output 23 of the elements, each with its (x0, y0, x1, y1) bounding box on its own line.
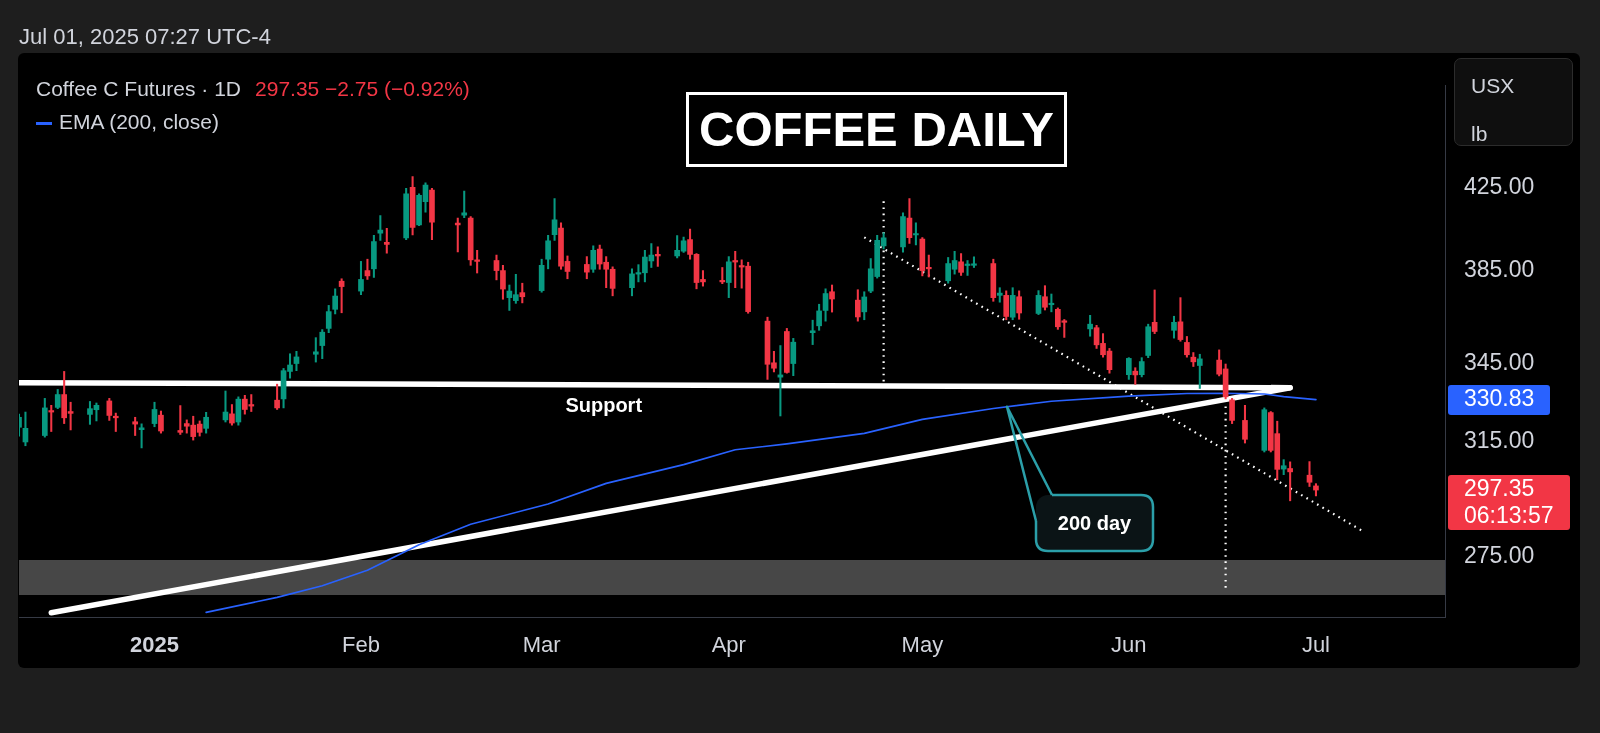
x-tick-label: Mar (522, 632, 561, 658)
y-tick-label: 330.83 (1464, 384, 1535, 411)
x-tick-label: 2025 (130, 632, 179, 658)
x-tick-label: Apr (711, 632, 746, 658)
text: lb (1471, 122, 1488, 146)
y-tick-label: 297.35 (1464, 475, 1535, 502)
series-label: Support (565, 394, 643, 417)
text: USX (1471, 74, 1515, 98)
text: Jul 01, 2025 07:27 UTC-4 (19, 24, 271, 50)
x-tick-label: May (901, 632, 944, 658)
y-tick-label: 275.00 (1464, 541, 1535, 568)
legend-label: EMA (200, close) (59, 110, 219, 133)
x-tick-label: Jun (1111, 632, 1147, 658)
x-tick-label: Feb (342, 632, 380, 658)
y-tick-label: 345.00 (1464, 349, 1535, 376)
chart-subtitle: Coffee C Futures · 1D (36, 77, 242, 100)
y-tick-label: 315.00 (1464, 426, 1535, 453)
y-tick-label: 385.00 (1464, 256, 1535, 283)
annotation: 297.35 −2.75 (−0.92%) (255, 77, 470, 100)
text: 06:13:57 (1464, 502, 1554, 529)
annotation: 200 day (1057, 512, 1133, 534)
x-tick-label: Jul (1301, 632, 1331, 658)
y-tick-label: 425.00 (1464, 172, 1535, 199)
